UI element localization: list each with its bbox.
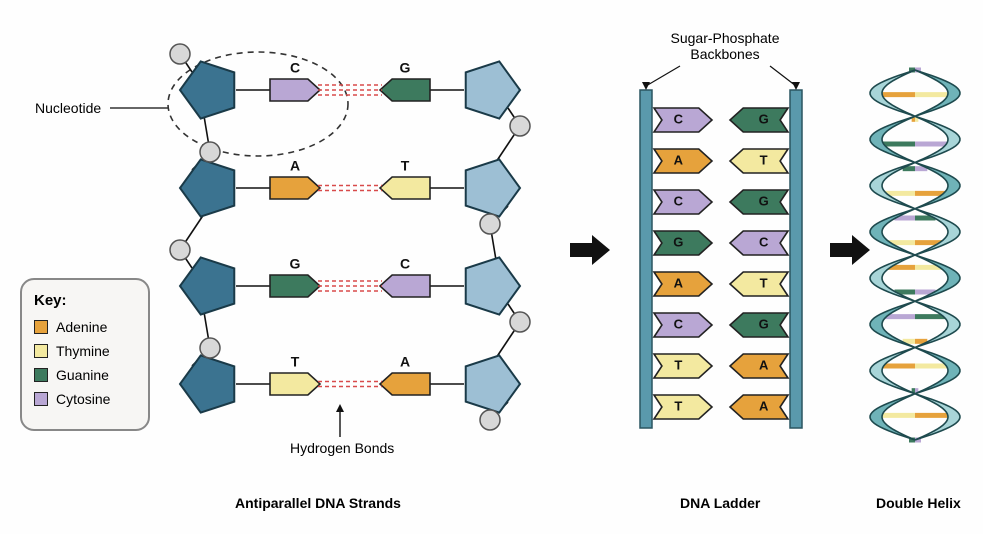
transition-arrow	[830, 235, 870, 265]
diagram-svg: C G A T G C T A C G A T C G G C A T C G T A T A	[0, 0, 983, 534]
phosphate-circle	[170, 240, 190, 260]
phosphate-circle	[480, 214, 500, 234]
base-letter: A	[759, 357, 769, 372]
phosphate-circle	[200, 142, 220, 162]
phosphate-circle	[170, 44, 190, 64]
base-letter: A	[759, 398, 769, 413]
base-letter: C	[290, 60, 300, 76]
base-letter: C	[674, 316, 684, 331]
base-G	[270, 275, 320, 297]
base-C	[270, 79, 320, 101]
base-letter: T	[291, 354, 300, 370]
sugar-pentagon	[466, 355, 520, 412]
sugar-pentagon	[180, 257, 234, 314]
sugar-pentagon	[180, 61, 234, 118]
sugar-pentagon	[466, 159, 520, 216]
sugar-pentagon	[180, 159, 234, 216]
base-letter: G	[759, 111, 769, 126]
base-letter: A	[290, 158, 300, 174]
helix-strand	[870, 70, 960, 440]
base-letter: C	[759, 234, 769, 249]
base-letter: G	[759, 316, 769, 331]
base-letter: A	[400, 354, 410, 370]
arrowhead-icon	[336, 404, 344, 412]
leader-line	[770, 66, 796, 86]
base-letter: C	[400, 256, 410, 272]
base-letter: T	[401, 158, 410, 174]
base-T	[654, 354, 712, 378]
phosphate-circle	[200, 338, 220, 358]
phosphate-circle	[510, 116, 530, 136]
base-A	[270, 177, 320, 199]
base-A	[380, 373, 430, 395]
base-letter: G	[759, 193, 769, 208]
base-letter: G	[290, 256, 301, 272]
base-C	[380, 275, 430, 297]
arrowhead-icon	[642, 82, 650, 90]
transition-arrow	[570, 235, 610, 265]
base-letter: T	[760, 152, 768, 167]
phosphate-circle	[510, 312, 530, 332]
base-letter: C	[674, 111, 684, 126]
base-letter: T	[674, 357, 682, 372]
sugar-pentagon	[466, 61, 520, 118]
base-letter: G	[673, 234, 683, 249]
base-letter: T	[674, 398, 682, 413]
base-T	[380, 177, 430, 199]
sugar-pentagon	[180, 355, 234, 412]
sugar-pentagon	[466, 257, 520, 314]
base-letter: T	[760, 275, 768, 290]
base-G	[380, 79, 430, 101]
base-T	[270, 373, 320, 395]
base-letter: G	[400, 60, 411, 76]
base-letter: C	[674, 193, 684, 208]
base-T	[654, 395, 712, 419]
backbone-bar-left	[640, 90, 652, 428]
base-letter: A	[674, 152, 684, 167]
base-letter: A	[674, 275, 684, 290]
leader-line	[646, 66, 680, 86]
phosphate-circle	[480, 410, 500, 430]
backbone-bar-right	[790, 90, 802, 428]
arrowhead-icon	[792, 82, 800, 90]
